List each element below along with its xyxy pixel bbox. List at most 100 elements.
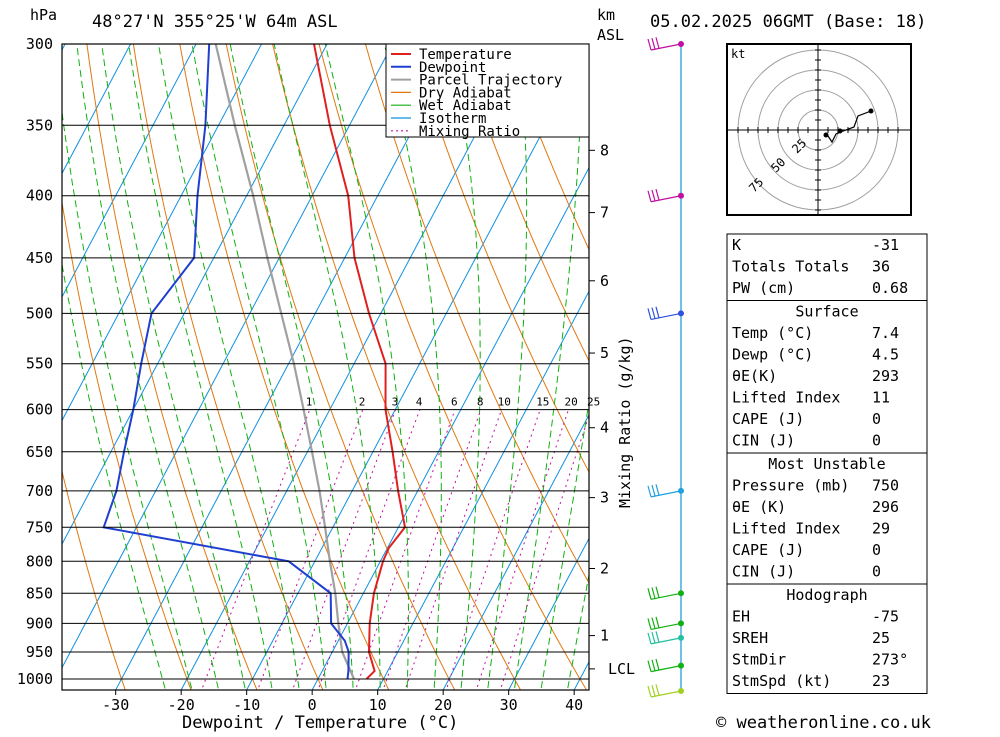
wind-barb-shaft [650, 637, 682, 645]
index-value: 293 [872, 367, 899, 385]
x-tick-label: -10 [233, 696, 260, 714]
isotherm-line [377, 290, 589, 690]
dry-adiabat-line [225, 44, 456, 690]
wind-barb-feather [651, 587, 656, 599]
wind-barb-feather [655, 631, 660, 643]
mixing-ratio-tick-label: 20 [565, 396, 578, 409]
index-label: Dewp (°C) [732, 346, 813, 364]
x-tick-label: 10 [369, 696, 387, 714]
isotherm-line [508, 537, 589, 690]
pressure-tick-label: 650 [26, 443, 53, 461]
isotherm-line [442, 413, 589, 690]
wind-barb-feather [651, 659, 656, 672]
wet-adiabat-line [273, 44, 381, 690]
pressure-tick-label: 500 [26, 304, 53, 322]
wind-barb-shaft [650, 195, 682, 203]
dry-adiabat-line [969, 0, 1000, 710]
most-unstable-indices-box [726, 452, 928, 585]
wind-barb-feather [647, 618, 652, 630]
height-tick-label: 3 [600, 489, 609, 507]
height-unit-asl: ASL [597, 26, 624, 44]
legend-entry-label: Dry Adiabat [419, 85, 512, 101]
index-value: 29 [872, 520, 890, 538]
wind-barb-shaft [650, 490, 682, 498]
wind-barb-feather [647, 190, 652, 202]
index-value: 36 [872, 258, 890, 276]
wind-barb-feather [651, 631, 656, 644]
index-value: -31 [872, 236, 899, 254]
index-label: CIN (J) [732, 563, 795, 581]
dry-adiabat-line [925, 0, 1000, 710]
indices-tables: K -31 Totals Totals 36 PW (cm) 0.68 Surface Tem… [726, 233, 928, 694]
dry-adiabat-line [504, 44, 589, 251]
index-label: θE (K) [732, 498, 786, 516]
wind-barb-feather [651, 38, 656, 50]
height-tick-label: 1 [600, 627, 609, 645]
wind-barb-shaft [650, 312, 682, 321]
wet-adiabat-line [191, 44, 327, 690]
wet-adiabat-line [76, 44, 220, 690]
mixing-ratio-labels: 1 2 3 4 6 8 10 15 20 25 [306, 396, 600, 409]
wind-barb-feather [651, 307, 656, 319]
skewt-background-lines [62, 0, 1000, 710]
index-value: 296 [872, 498, 899, 516]
isotherm-line [62, 44, 197, 299]
wind-barb [647, 484, 682, 498]
wind-barb-shaft [650, 43, 682, 51]
pressure-tick-label: 700 [26, 482, 53, 500]
mixing-ratio-line [404, 409, 503, 690]
pressure-tick-label: 800 [26, 552, 53, 570]
wet-adiabat-line [566, 572, 589, 690]
mixing-ratio-line [257, 409, 364, 690]
wind-barb-feather [647, 685, 652, 698]
wind-barb-feather [647, 485, 652, 498]
legend-entry-label: Wet Adiabat [419, 98, 512, 114]
surface-indices-box [726, 300, 928, 454]
wind-barb-feather [647, 632, 652, 645]
wet-adiabat-line [513, 44, 584, 690]
index-label: Totals Totals [732, 258, 849, 276]
x-tick-label: -20 [168, 696, 195, 714]
legend-entry-label: Temperature [419, 47, 512, 63]
surface-indices-title: Surface [795, 303, 858, 321]
index-label: CIN (J) [732, 432, 795, 450]
dry-adiabat-line [132, 44, 324, 690]
mixing-ratio-tick-label: 3 [392, 396, 399, 409]
hodograph-point [837, 128, 843, 134]
mixing-ratio-line [317, 409, 421, 690]
wind-barb-feather [647, 38, 652, 51]
x-tick-label: 30 [500, 696, 518, 714]
wind-barb-feather [655, 684, 660, 696]
index-value: -75 [872, 608, 899, 626]
copyright-footer: © weatheronline.co.uk [716, 713, 931, 733]
dry-adiabat-line [62, 469, 126, 690]
wind-barb-feather [655, 586, 660, 598]
index-value: 25 [872, 629, 890, 647]
wet-adiabat-line [383, 44, 442, 690]
height-tick-label: 4 [600, 419, 609, 437]
wind-barb-shaft [650, 622, 682, 631]
hodograph-indices-box [726, 583, 928, 694]
height-tick-label: 6 [600, 272, 609, 290]
hodograph-trace [825, 110, 872, 144]
x-tick-label: 40 [565, 696, 583, 714]
mixing-ratio-line [354, 409, 456, 690]
x-tick-label: 0 [308, 696, 317, 714]
dry-adiabat-line [86, 44, 258, 690]
height-tick-label: 2 [600, 560, 609, 578]
pressure-tick-label: 450 [26, 249, 53, 267]
legend-entry-label: Parcel Trajectory [419, 73, 562, 89]
wind-barb-feather [647, 588, 652, 600]
mixing-ratio-tick-label: 25 [587, 396, 600, 409]
height-tick-label: LCL [608, 660, 635, 678]
mixing-ratio-line [475, 409, 569, 690]
isotherm-line [62, 44, 328, 546]
index-label: θE(K) [732, 367, 777, 385]
wind-barb [647, 616, 682, 631]
index-label: CAPE (J) [732, 410, 804, 428]
wind-profile [647, 37, 684, 698]
wet-adiabat-line [62, 261, 166, 690]
wind-barb-feather [651, 189, 656, 202]
pressure-unit-label: hPa [30, 6, 57, 24]
